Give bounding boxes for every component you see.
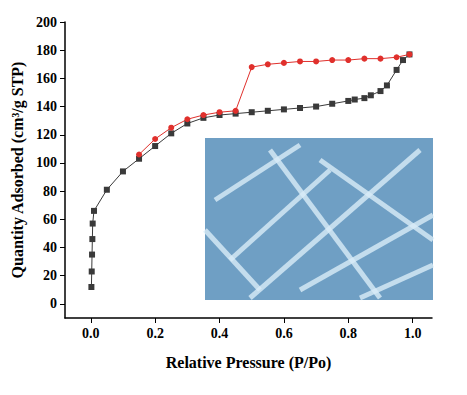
svg-text:0.6: 0.6 [275,326,293,341]
svg-text:140: 140 [36,99,57,114]
svg-text:100: 100 [36,155,57,170]
svg-text:1.0: 1.0 [404,326,422,341]
svg-text:0.0: 0.0 [82,326,100,341]
svg-text:0.2: 0.2 [146,326,164,341]
svg-text:Quantity Adsorbed (cm³/g STP): Quantity Adsorbed (cm³/g STP) [9,62,27,279]
svg-text:0: 0 [50,296,57,311]
svg-text:0.4: 0.4 [211,326,229,341]
svg-text:120: 120 [36,127,57,142]
svg-text:20: 20 [43,268,57,283]
svg-text:60: 60 [43,212,57,227]
svg-text:40: 40 [43,240,57,255]
svg-text:0.8: 0.8 [340,326,358,341]
svg-text:200: 200 [36,15,57,30]
svg-text:160: 160 [36,71,57,86]
svg-text:180: 180 [36,43,57,58]
svg-text:Relative Pressure (P/Po): Relative Pressure (P/Po) [166,354,332,372]
svg-text:80: 80 [43,184,57,199]
